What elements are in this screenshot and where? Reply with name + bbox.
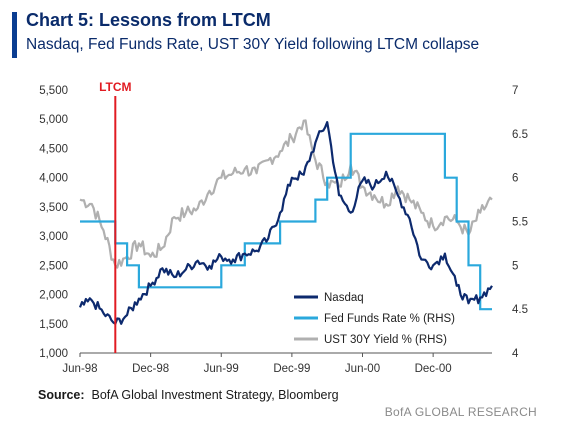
series-fed-funds-line [80, 132, 492, 311]
x-tick-label: Jun-99 [204, 363, 239, 375]
y-left-tick-label: 3,000 [39, 231, 68, 243]
y-left-tick-label: 1,000 [39, 348, 68, 360]
x-tick-label: Jun-98 [62, 363, 97, 375]
title-accent-bar [12, 12, 17, 58]
series-nasdaq-line [78, 121, 493, 325]
y-left-tick-label: 5,000 [39, 114, 68, 126]
y-left-tick-label: 4,000 [39, 173, 68, 185]
y-right-tick-label: 5.5 [512, 217, 528, 229]
source-text: BofA Global Investment Strategy, Bloombe… [91, 388, 339, 402]
source-label: Source: [38, 388, 85, 402]
series-ust-30y-line [79, 119, 493, 269]
x-tick-label: Dec-98 [132, 363, 169, 375]
y-left-tick-label: 3,500 [39, 202, 68, 214]
x-tick-label: Jun-00 [345, 363, 380, 375]
x-tick-label: Dec-00 [415, 363, 452, 375]
x-tick-label: Dec-99 [273, 363, 310, 375]
y-left-tick-label: 2,500 [39, 260, 68, 272]
y-left-tick-label: 4,500 [39, 143, 68, 155]
y-right-tick-label: 4.5 [512, 304, 528, 316]
legend-label: Fed Funds Rate % (RHS) [324, 313, 455, 325]
chart-title: Chart 5: Lessons from LTCM [26, 10, 271, 30]
y-right-tick-label: 4 [512, 348, 519, 360]
y-right-tick-label: 6.5 [512, 129, 528, 141]
y-right-tick-label: 7 [512, 85, 518, 97]
brand-footer: BofA GLOBAL RESEARCH [384, 405, 537, 419]
legend-label: UST 30Y Yield % (RHS) [324, 334, 447, 346]
y-right-tick-label: 6 [512, 173, 518, 185]
source-note: Source: BofA Global Investment Strategy,… [38, 388, 339, 402]
chart-subtitle: Nasdaq, Fed Funds Rate, UST 30Y Yield fo… [26, 36, 480, 53]
y-right-tick-label: 5 [512, 260, 518, 272]
y-left-tick-label: 5,500 [39, 85, 68, 97]
y-left-tick-label: 1,500 [39, 319, 68, 331]
ltcm-marker-label: LTCM [99, 80, 131, 94]
legend-label: Nasdaq [324, 292, 364, 304]
y-left-tick-label: 2,000 [39, 290, 68, 302]
